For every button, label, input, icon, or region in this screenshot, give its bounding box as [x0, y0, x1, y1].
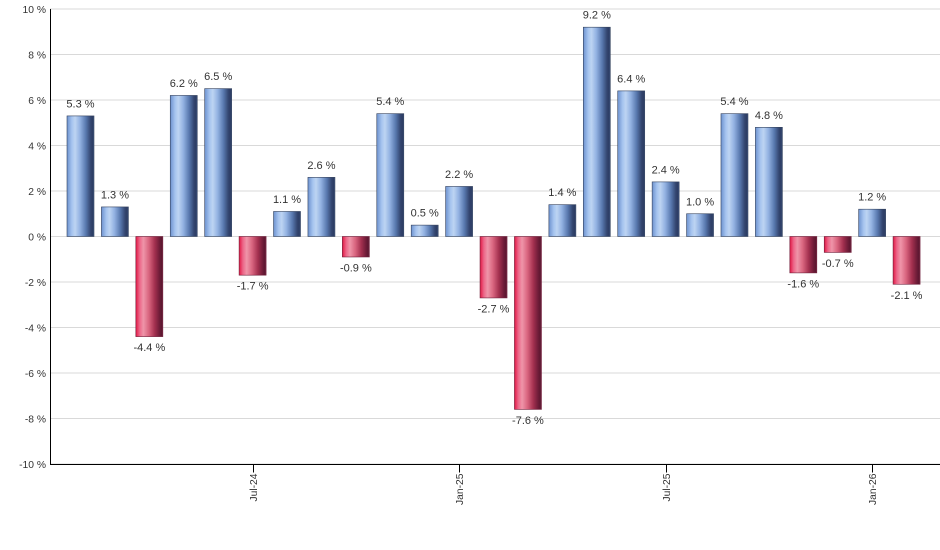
- svg-text:-4.4 %: -4.4 %: [133, 342, 165, 354]
- svg-text:6 %: 6 %: [28, 96, 46, 107]
- svg-text:-2.1 %: -2.1 %: [891, 290, 923, 302]
- svg-text:1.0 %: 1.0 %: [686, 196, 714, 208]
- svg-text:2.6 %: 2.6 %: [307, 160, 335, 172]
- svg-text:5.4 %: 5.4 %: [720, 96, 748, 108]
- svg-text:-1.7 %: -1.7 %: [237, 281, 269, 293]
- svg-text:5.3 %: 5.3 %: [66, 98, 94, 110]
- svg-text:-10 %: -10 %: [19, 460, 46, 471]
- svg-text:Jul-25: Jul-25: [662, 473, 673, 501]
- svg-text:-2.7 %: -2.7 %: [478, 303, 510, 315]
- svg-text:0 %: 0 %: [28, 233, 46, 244]
- svg-text:-0.7 %: -0.7 %: [822, 258, 854, 270]
- svg-text:0.5 %: 0.5 %: [411, 208, 439, 220]
- svg-text:-0.9 %: -0.9 %: [340, 262, 372, 274]
- svg-text:9.2 %: 9.2 %: [583, 10, 611, 22]
- svg-text:-1.6 %: -1.6 %: [787, 278, 819, 290]
- svg-text:2.4 %: 2.4 %: [652, 164, 680, 176]
- svg-text:1.4 %: 1.4 %: [548, 187, 576, 199]
- svg-text:1.3 %: 1.3 %: [101, 189, 129, 201]
- svg-text:5.4 %: 5.4 %: [376, 96, 404, 108]
- svg-text:6.2 %: 6.2 %: [170, 78, 198, 90]
- svg-text:6.4 %: 6.4 %: [617, 73, 645, 85]
- svg-text:-4 %: -4 %: [25, 324, 46, 335]
- svg-text:4.8 %: 4.8 %: [755, 110, 783, 122]
- svg-text:1.2 %: 1.2 %: [858, 192, 886, 204]
- svg-text:-6 %: -6 %: [25, 369, 46, 380]
- svg-text:1.1 %: 1.1 %: [273, 194, 301, 206]
- svg-text:2 %: 2 %: [28, 187, 46, 198]
- svg-text:4 %: 4 %: [28, 142, 46, 153]
- svg-text:Jan-26: Jan-26: [868, 473, 879, 505]
- svg-text:-7.6 %: -7.6 %: [512, 415, 544, 427]
- svg-text:Jul-24: Jul-24: [249, 473, 260, 501]
- svg-text:6.5 %: 6.5 %: [204, 71, 232, 83]
- svg-text:8 %: 8 %: [28, 51, 46, 62]
- svg-text:-8 %: -8 %: [25, 415, 46, 426]
- svg-text:-2 %: -2 %: [25, 278, 46, 289]
- svg-text:Jan-25: Jan-25: [455, 473, 466, 505]
- svg-text:2.2 %: 2.2 %: [445, 169, 473, 181]
- svg-text:10 %: 10 %: [23, 5, 46, 16]
